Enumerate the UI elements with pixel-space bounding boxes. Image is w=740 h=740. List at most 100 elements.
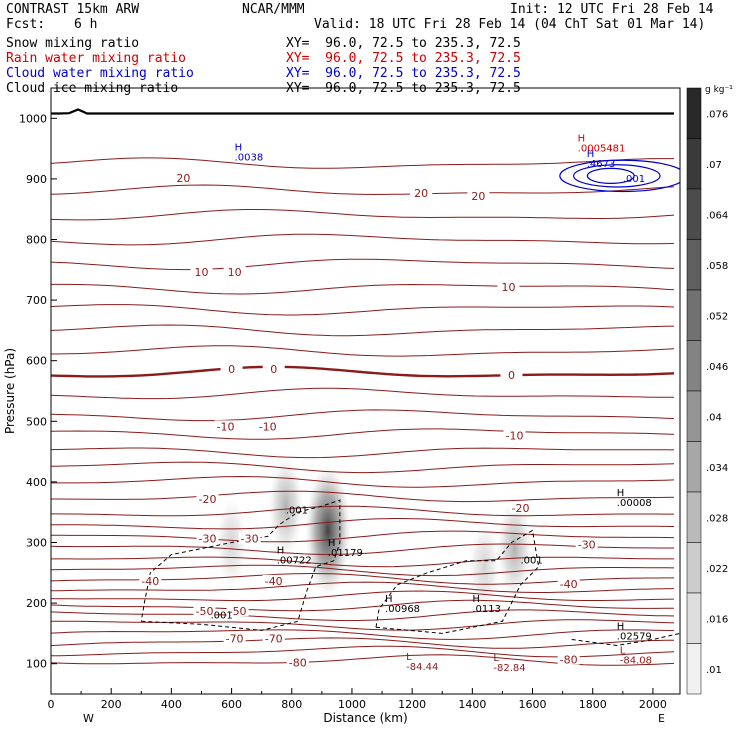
extremum-value: .00008 [617,498,652,509]
field-xy-cloud-water: XY= 96.0, 72.5 to 235.3, 72.5 [286,66,521,81]
x-tick-label: 200 [101,698,122,711]
temperature-label-bg [286,656,309,668]
temperature-label-bg [172,171,195,183]
temperature-label-bg [193,605,216,617]
colorbar-segment [686,491,702,543]
organization-label: NCAR/MMM [242,2,305,17]
x-axis-label: Distance (km) [323,711,407,725]
temperature-contour [51,619,675,631]
temperature-contour [51,345,675,357]
temperature-contour [51,629,675,640]
temperature-contour-label: -70 [226,632,244,645]
temperature-label-bg [497,280,520,292]
temperature-contour-label: 20 [471,190,485,203]
temperature-label-bg [220,362,243,374]
temperature-contour-label: 10 [194,266,208,279]
colorbar-tick-label: .07 [706,160,722,171]
temperature-contour-label: 0 [508,369,515,382]
temperature-contour-label: 20 [414,187,428,200]
field-name-cloud-ice: Cloud ice mixing ratio [6,81,179,96]
temperature-contour [51,447,675,459]
temperature-contour-label: -30 [578,539,596,552]
cloud-ice-contour-label: .001 [211,610,233,621]
temperature-contour [51,599,674,612]
extremum-value: .0038 [235,153,264,164]
temperature-label-bg [226,605,249,617]
colorbar-tick-label: .064 [706,210,728,221]
extremum-value: .00968 [385,604,420,615]
extremum-value: .02579 [617,631,652,642]
forecast-value: 6 h [74,17,98,32]
temperature-contour [51,556,674,568]
snow-shading-blob [496,498,532,600]
cloud-water-contour [559,159,680,193]
extremum-marker: H [587,149,595,160]
y-tick-label: 1000 [19,112,47,125]
extremum-value: .0005481 [578,144,626,155]
y-axis-label: Pressure (hPa) [3,348,17,434]
temperature-contour [51,518,675,530]
x-tick-label: 2000 [639,698,667,711]
temperature-contour [51,530,675,543]
temperature-contour-label: -80 [289,657,307,670]
temperature-contour-label: 10 [228,266,242,279]
snow-shading-blob [268,455,304,557]
colorbar-segment [686,542,702,594]
colorbar-tick-label: .022 [706,564,728,575]
temperature-contour [51,461,675,474]
temperature-label-bg [190,265,213,277]
colorbar-tick-label: .076 [706,109,728,120]
x-tick-label: 0 [48,698,55,711]
temperature-contour-label: -50 [196,605,214,618]
temperature-contour-label: -80 [560,654,578,667]
temperature-label-bg [196,532,219,544]
temperature-contour-label: -30 [199,532,217,545]
colorbar-unit: g kg⁻¹ [705,85,733,95]
temperature-contour-label: -30 [241,532,259,545]
temperature-label-bg [238,532,261,544]
field-xy-snow: XY= 96.0, 72.5 to 235.3, 72.5 [286,36,521,51]
temperature-contour [51,590,675,602]
y-tick-label: 300 [26,537,47,550]
cloud-water-contour [572,164,661,188]
colorbar-segment [686,87,702,139]
temperature-label-bg [467,190,490,202]
temperature-contour-label: -40 [265,575,283,588]
extremum-marker: H [328,538,336,549]
extremum-marker: L [406,652,412,663]
colorbar-tick-label: .052 [706,311,728,322]
temperature-contour [51,258,675,271]
temperature-label-bg [214,420,237,432]
temperature-contour [51,387,674,400]
x-tick-label: 1200 [398,698,426,711]
x-tick-label: 400 [161,698,182,711]
y-tick-label: 800 [26,234,47,247]
extremum-marker: H [578,134,586,145]
cloud-ice-dashed-contour [571,632,680,647]
extremum-value: .01179 [328,548,363,559]
x-tick-label: 600 [221,698,242,711]
temperature-contour [51,505,674,517]
extremum-value: -82.84 [493,663,525,674]
temperature-contour-label: 20 [176,172,190,185]
terrain-line [51,108,674,115]
temperature-contour [51,283,675,295]
field-name-snow: Snow mixing ratio [6,36,140,51]
extremum-marker: L [493,653,499,664]
cloud-ice-contour-label: .001 [286,505,308,516]
colorbar-tick-label: .01 [706,665,722,676]
temperature-contour [51,209,675,221]
temperature-contour [51,324,675,337]
y-tick-label: 500 [26,415,47,428]
extremum-value: .4673 [587,159,616,170]
colorbar-tick-label: .028 [706,513,728,524]
temperature-label-bg [503,429,526,441]
colorbar-segment [686,340,702,392]
x-tick-label: 800 [281,698,302,711]
temperature-contour-label: -40 [141,575,159,588]
colorbar-segment [686,441,702,493]
colorbar-segment [686,188,702,240]
extremum-value: .0113 [472,604,501,615]
colorbar-segment [686,592,702,644]
cloud-water-contour [586,167,635,184]
